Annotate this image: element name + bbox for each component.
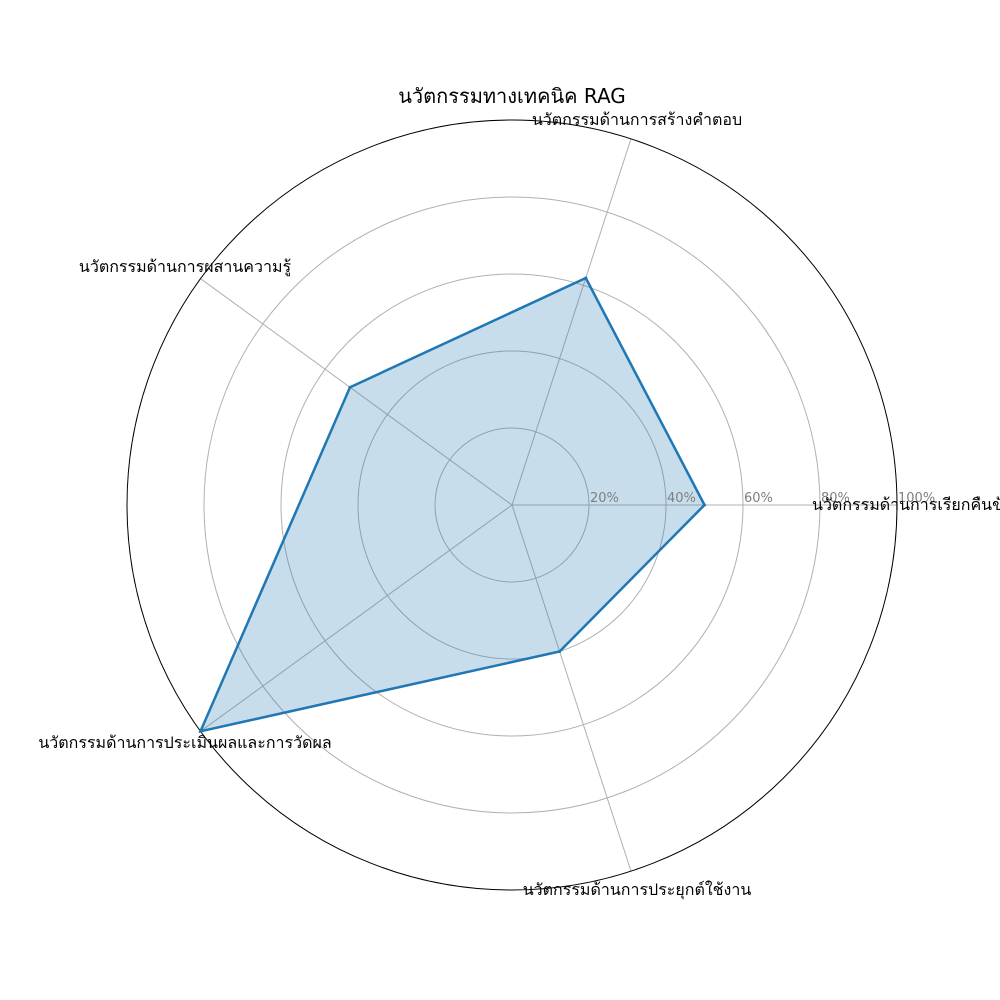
series-1-point-1 <box>703 503 706 507</box>
outer-frame <box>126 119 898 891</box>
radar-grid <box>126 119 898 891</box>
series-1-point-4 <box>199 729 202 733</box>
series-1-line <box>198 276 707 734</box>
chart-title: นวัตกรรมทางเทคนิค RAG <box>398 84 626 108</box>
category-label-2: นวัตกรรมด้านการสร้างคำตอบ <box>532 110 742 129</box>
radar-data-layer <box>198 276 707 734</box>
series-1-point-5 <box>558 650 562 653</box>
grid-spoke-3 <box>200 278 513 506</box>
series-1-point-3 <box>348 385 352 389</box>
r-tick-label-100: 100% <box>898 491 935 506</box>
category-label-1: นวัตกรรมด้านการเรียกคืนข้อมูล <box>812 495 1000 515</box>
r-tick-label-20: 20% <box>590 491 619 506</box>
series-1-area <box>200 278 705 732</box>
r-tick-label-80: 80% <box>821 491 850 506</box>
grid-spoke-5 <box>511 504 632 872</box>
category-label-4: นวัตกรรมด้านการประเมินผลและการวัดผล <box>38 733 331 752</box>
r-tick-label-60: 60% <box>744 491 773 506</box>
category-label-3: นวัตกรรมด้านการผสานความรู้ <box>79 257 292 277</box>
r-tick-label-40: 40% <box>667 491 696 506</box>
radar-label-layer: 20% 40% 60% 80% 100%นวัตกรรมด้านการเรียกคืนข… <box>38 110 1000 900</box>
category-label-5: นวัตกรรมด้านการประยุกต์ใช้งาน <box>523 880 752 900</box>
series-1-point-2 <box>584 276 588 280</box>
grid-spoke-4 <box>200 504 513 732</box>
grid-spoke-2 <box>511 138 632 506</box>
